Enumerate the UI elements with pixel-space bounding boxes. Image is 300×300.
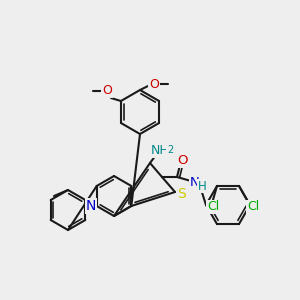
Text: O: O [102,85,112,98]
Text: H: H [198,179,206,193]
Text: NH: NH [151,145,169,158]
Text: N: N [190,176,200,190]
Text: N: N [85,199,96,213]
Text: Cl: Cl [207,200,219,213]
Text: O: O [178,154,188,167]
Text: S: S [178,187,186,201]
Text: 2: 2 [167,145,173,155]
Text: Cl: Cl [247,200,259,213]
Text: O: O [149,77,159,91]
